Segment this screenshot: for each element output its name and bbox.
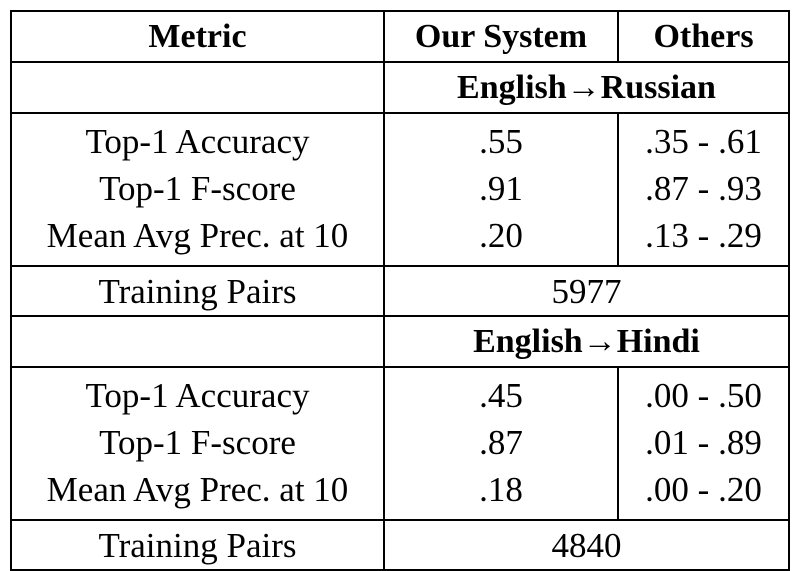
section-target: Russian [600, 68, 716, 106]
table-row: Top-1 Accuracy .55 .35 - .61 [10, 113, 790, 165]
our-system-cell: .55 [383, 113, 619, 165]
table-row: Top-1 F-score .87 .01 - .89 [10, 419, 790, 466]
arrow-icon: → [566, 68, 601, 106]
table-row: Mean Avg Prec. at 10 .20 .13 - .29 [10, 212, 790, 266]
section-blank-cell [10, 61, 385, 114]
section-row-hindi: English→Hindi [10, 315, 790, 368]
section-label-hindi: English→Hindi [383, 316, 790, 368]
header-others: Others [617, 10, 790, 63]
training-row-russian: Training Pairs 5977 [10, 265, 790, 317]
training-row-hindi: Training Pairs 4840 [10, 519, 790, 571]
table-row: Mean Avg Prec. at 10 .18 .00 - .20 [10, 466, 790, 520]
header-row: Metric Our System Others [10, 10, 790, 63]
section-target: Hindi [616, 322, 700, 360]
our-system-cell: .91 [383, 165, 619, 212]
arrow-icon: → [582, 322, 617, 360]
training-label: Training Pairs [10, 519, 385, 571]
our-system-cell: .45 [383, 367, 619, 419]
metric-cell: Top-1 F-score [10, 419, 385, 466]
metric-cell: Top-1 Accuracy [10, 367, 385, 419]
table-row: Top-1 Accuracy .45 .00 - .50 [10, 367, 790, 419]
our-system-cell: .87 [383, 419, 619, 466]
our-system-cell: .18 [383, 466, 619, 520]
others-cell: .01 - .89 [617, 419, 790, 466]
section-row-russian: English→Russian [10, 61, 790, 114]
header-our-system: Our System [383, 10, 619, 63]
metric-cell: Mean Avg Prec. at 10 [10, 466, 385, 520]
metric-cell: Top-1 Accuracy [10, 113, 385, 165]
training-label: Training Pairs [10, 265, 385, 317]
others-cell: .00 - .20 [617, 466, 790, 520]
training-value: 4840 [383, 519, 790, 571]
table-row: Top-1 F-score .91 .87 - .93 [10, 165, 790, 212]
metric-cell: Top-1 F-score [10, 165, 385, 212]
section-source: English [457, 68, 567, 106]
others-cell: .13 - .29 [617, 212, 790, 266]
our-system-cell: .20 [383, 212, 619, 266]
metric-cell: Mean Avg Prec. at 10 [10, 212, 385, 266]
section-source: English [473, 322, 583, 360]
section-label-russian: English→Russian [383, 62, 790, 114]
section-blank-cell [10, 315, 385, 368]
header-metric: Metric [10, 10, 385, 63]
results-table: Metric Our System Others English→Russian… [10, 10, 790, 571]
training-value: 5977 [383, 265, 790, 317]
others-cell: .35 - .61 [617, 113, 790, 165]
others-cell: .00 - .50 [617, 367, 790, 419]
others-cell: .87 - .93 [617, 165, 790, 212]
